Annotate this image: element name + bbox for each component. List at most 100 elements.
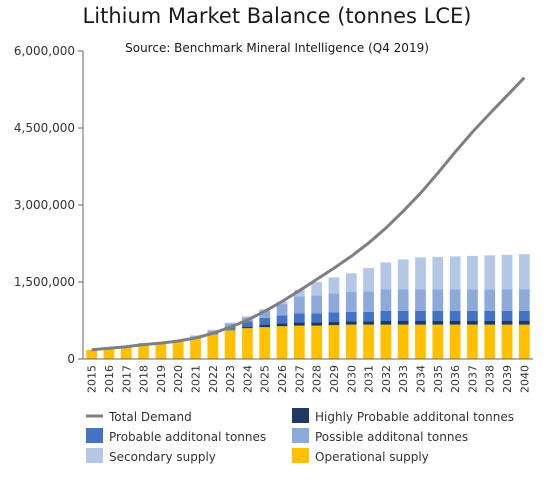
bar-segment (449, 310, 461, 322)
bar-segment (242, 328, 253, 359)
bar-segment (518, 321, 530, 325)
bar-segment (155, 343, 167, 359)
bar-segment (224, 323, 236, 327)
legend-swatch (86, 428, 103, 443)
x-tick-label: 2033 (397, 365, 410, 393)
bar-segment (224, 330, 236, 359)
bar-segment (484, 289, 496, 311)
x-tick-label: 2040 (518, 365, 531, 393)
bar-segment (259, 317, 271, 325)
bar-segment (415, 310, 426, 322)
x-tick-label: 2015 (86, 365, 99, 393)
bar-segment (380, 324, 392, 359)
bar-segment (432, 256, 444, 290)
bar-segment (467, 310, 478, 322)
bar-segment (380, 310, 392, 322)
legend-label: Possible additonal tonnes (315, 430, 468, 444)
x-tick-label: 2028 (311, 365, 324, 393)
x-tick-label: 2019 (155, 365, 168, 393)
bar-segment (397, 324, 409, 359)
legend-swatch (292, 428, 309, 443)
bar-segment (311, 322, 323, 326)
bar-segment (467, 321, 478, 325)
bar-segment (207, 329, 219, 331)
bar-segment (259, 324, 271, 328)
bar-segment (467, 289, 478, 311)
bar-segment (397, 289, 409, 311)
x-tick-label: 2035 (432, 365, 445, 393)
bar-segment (311, 282, 323, 296)
bar-segment (311, 295, 323, 314)
bar-segment (276, 315, 288, 324)
bar-segment (276, 323, 288, 327)
bar-segment (345, 311, 357, 322)
x-tick-label: 2023 (224, 365, 237, 393)
bar-segment (363, 321, 374, 325)
bar-segment (328, 293, 340, 313)
legend-label: Highly Probable additonal tonnes (315, 410, 514, 424)
bar-segment (276, 326, 288, 359)
bar-segment (432, 324, 444, 359)
bar-segment (345, 321, 357, 325)
bar-segment (449, 256, 461, 290)
bar-segment (449, 321, 461, 325)
bar-segment (276, 304, 288, 316)
bar-segment (501, 321, 513, 325)
bar-segment (397, 259, 409, 290)
bar-segment (242, 326, 253, 329)
bar-segment (345, 273, 357, 292)
x-tick-label: 2020 (172, 365, 185, 393)
bar-segment (484, 321, 496, 325)
bar-segment (345, 291, 357, 312)
bar-segment (363, 324, 374, 359)
x-tick-label: 2037 (466, 365, 479, 393)
x-tick-label: 2029 (328, 365, 341, 393)
legend-label: Secondary supply (109, 450, 216, 464)
bar-segment (224, 329, 236, 331)
bar-segment (138, 344, 149, 359)
bar-segment (432, 321, 444, 325)
bar-segment (328, 325, 340, 359)
bar-segment (120, 347, 132, 359)
bar-segment (172, 341, 184, 359)
bar-segment (397, 310, 409, 322)
bar-segment (518, 254, 530, 290)
bar-segment (224, 322, 236, 324)
bar-segment (484, 310, 496, 322)
bar-segment (190, 338, 201, 359)
bar-segment (86, 349, 98, 359)
bar-segment (501, 310, 513, 322)
chart-subtitle: Source: Benchmark Mineral Intelligence (… (125, 41, 429, 55)
bar-segment (190, 335, 201, 337)
x-tick-label: 2021 (190, 365, 203, 393)
bar-segment (207, 334, 219, 359)
legend-swatch (86, 448, 103, 463)
bar-segment (293, 296, 305, 314)
demand-series (91, 76, 526, 352)
x-axis: 2015 2016 2017 2018 2019 2020 2021 2022 2023 2024… (83, 358, 533, 393)
legend-swatch (292, 408, 309, 423)
bar-segment (363, 291, 374, 312)
bar-segment (380, 289, 392, 311)
bar-segment (345, 324, 357, 359)
bar-segment (380, 321, 392, 325)
bar-segment (467, 324, 478, 359)
x-tick-label: 2036 (449, 365, 462, 393)
bar-segment (518, 324, 530, 359)
legend-label: Probable additonal tonnes (109, 430, 266, 444)
bar-segment (380, 262, 392, 290)
y-tick-label: 3,000,000 (14, 198, 75, 212)
x-tick-label: 2016 (103, 365, 116, 393)
bar-segment (415, 324, 426, 359)
x-tick-label: 2022 (207, 365, 220, 393)
bar-segment (293, 322, 305, 326)
bar-segment (449, 324, 461, 359)
x-tick-label: 2031 (363, 365, 376, 393)
bar-segment (311, 325, 323, 359)
bar-segment (484, 324, 496, 359)
x-tick-label: 2034 (415, 365, 428, 393)
bar-segment (501, 289, 513, 311)
bar-segment (242, 316, 253, 318)
x-tick-label: 2030 (345, 365, 358, 393)
bar-segment (293, 325, 305, 359)
